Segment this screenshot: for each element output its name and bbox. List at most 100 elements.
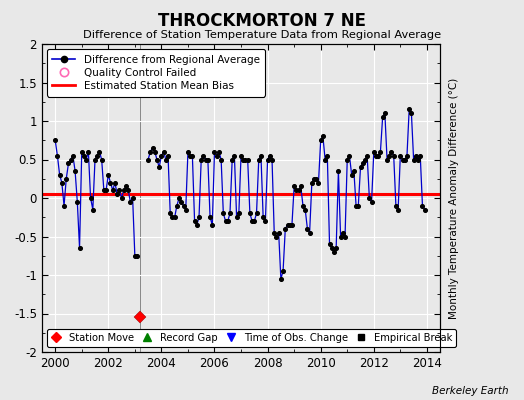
Point: [334, 168, 343, 174]
Point: [286, 222, 294, 228]
Point: [345, 152, 354, 159]
Point: [244, 156, 252, 163]
Point: [215, 149, 223, 155]
Point: [197, 156, 205, 163]
Point: [259, 214, 267, 220]
Point: [128, 195, 137, 201]
Point: [190, 218, 199, 224]
Point: [91, 156, 99, 163]
Point: [299, 202, 307, 209]
Point: [126, 199, 135, 205]
Point: [122, 183, 130, 190]
Point: [347, 172, 356, 178]
Point: [363, 152, 372, 159]
Point: [111, 179, 119, 186]
Point: [412, 152, 420, 159]
Point: [332, 245, 341, 251]
Point: [403, 152, 411, 159]
Point: [405, 106, 413, 113]
Y-axis label: Monthly Temperature Anomaly Difference (°C): Monthly Temperature Anomaly Difference (…: [449, 77, 459, 319]
Point: [201, 156, 210, 163]
Point: [108, 187, 117, 194]
Point: [323, 152, 332, 159]
Point: [279, 268, 287, 274]
Point: [343, 156, 352, 163]
Point: [228, 156, 236, 163]
Point: [314, 179, 323, 186]
Point: [71, 168, 79, 174]
Point: [221, 218, 230, 224]
Point: [418, 202, 427, 209]
Point: [301, 206, 309, 213]
Point: [133, 252, 141, 259]
Point: [80, 152, 88, 159]
Point: [241, 156, 249, 163]
Point: [86, 195, 95, 201]
Point: [257, 152, 265, 159]
Point: [161, 156, 170, 163]
Point: [277, 276, 285, 282]
Point: [352, 202, 361, 209]
Point: [164, 152, 172, 159]
Point: [144, 156, 152, 163]
Point: [210, 149, 219, 155]
Point: [356, 164, 365, 170]
Point: [170, 214, 179, 220]
Point: [374, 152, 383, 159]
Point: [385, 152, 394, 159]
Text: THROCKMORTON 7 NE: THROCKMORTON 7 NE: [158, 12, 366, 30]
Text: Difference of Station Temperature Data from Regional Average: Difference of Station Temperature Data f…: [83, 30, 441, 40]
Point: [78, 149, 86, 155]
Point: [292, 187, 301, 194]
Point: [73, 199, 82, 205]
Point: [387, 149, 396, 155]
Point: [106, 179, 115, 186]
Point: [398, 156, 407, 163]
Point: [378, 114, 387, 120]
Point: [294, 187, 303, 194]
Point: [288, 222, 296, 228]
Point: [246, 210, 254, 217]
Point: [179, 202, 188, 209]
Point: [235, 210, 243, 217]
Point: [407, 110, 416, 116]
Point: [188, 152, 196, 159]
Point: [119, 187, 128, 194]
Point: [310, 176, 318, 182]
Point: [264, 156, 272, 163]
Point: [414, 156, 422, 163]
Point: [100, 187, 108, 194]
Point: [396, 152, 405, 159]
Point: [51, 137, 59, 144]
Point: [237, 152, 245, 159]
Point: [157, 152, 166, 159]
Point: [53, 152, 62, 159]
Point: [159, 149, 168, 155]
Point: [75, 245, 84, 251]
Point: [208, 222, 216, 228]
Point: [173, 202, 181, 209]
Point: [148, 145, 157, 151]
Point: [409, 156, 418, 163]
Point: [341, 233, 349, 240]
Point: [394, 206, 402, 213]
Legend: Station Move, Record Gap, Time of Obs. Change, Empirical Break: Station Move, Record Gap, Time of Obs. C…: [47, 329, 456, 347]
Point: [281, 226, 289, 232]
Point: [124, 187, 133, 194]
Point: [195, 214, 203, 220]
Point: [319, 133, 327, 140]
Point: [175, 195, 183, 201]
Point: [383, 156, 391, 163]
Point: [361, 156, 369, 163]
Point: [354, 202, 363, 209]
Point: [380, 110, 389, 116]
Point: [392, 202, 400, 209]
Point: [184, 149, 192, 155]
Point: [219, 210, 227, 217]
Point: [420, 206, 429, 213]
Point: [93, 152, 102, 159]
Point: [330, 249, 338, 255]
Point: [372, 152, 380, 159]
Point: [303, 226, 312, 232]
Point: [217, 156, 225, 163]
